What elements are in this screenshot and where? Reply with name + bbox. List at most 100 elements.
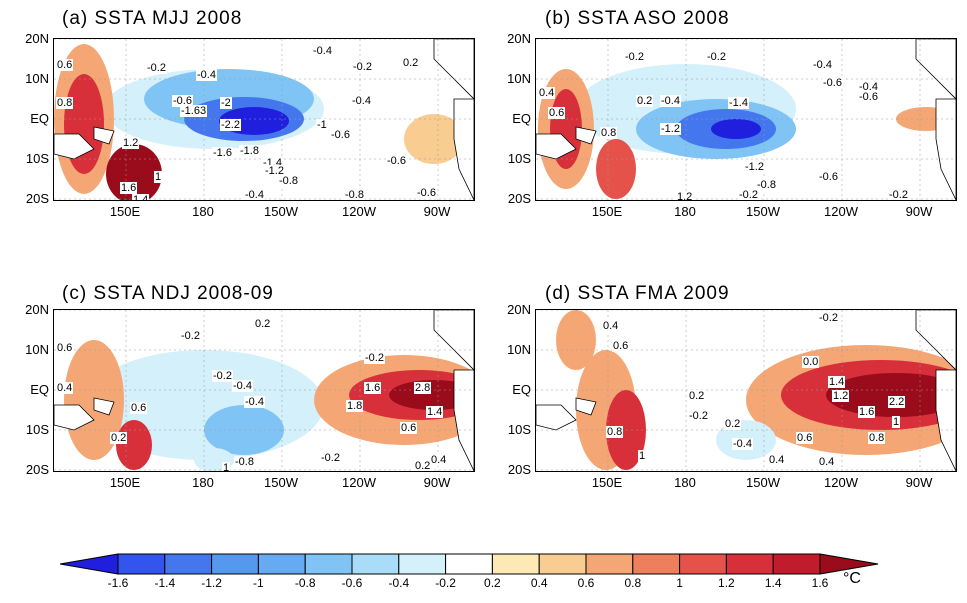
longitude-label: 90W (423, 475, 451, 490)
contour-label: -0.2 (706, 51, 727, 63)
land-mass (536, 404, 577, 431)
colorbar-tick-label: 0.2 (484, 576, 501, 590)
contour-label: 2.8 (414, 382, 432, 394)
panel-a-map: 0.6 0.8 1.2 1 1.6 1.4 -0.2 -0.4 -0.6 -1.63 -2 -2.2-… (53, 38, 475, 201)
contour-label: 0.8 (56, 97, 74, 109)
contour-label: -0.4 (812, 59, 833, 71)
contour-label: -0.2 (688, 410, 709, 422)
contour-label: -0.2 (146, 62, 167, 74)
latitude-label: 10N (507, 71, 531, 86)
contour-label: 0.2 (688, 390, 706, 402)
colorbar-tick-label: -1.4 (154, 576, 176, 590)
colorbar (60, 553, 879, 575)
contour-label: 0.2 (402, 57, 420, 69)
contour-label: -0.2 (212, 370, 233, 382)
contour-label: -0.4 (732, 438, 753, 450)
contour-label: 0.2 (110, 432, 128, 444)
latitude-label: 10N (507, 342, 531, 357)
land-mass (93, 126, 115, 145)
anomaly-region (861, 383, 951, 407)
contour-label: 0.4 (768, 454, 786, 466)
longitude-label: 150W (264, 204, 298, 219)
latitude-label: 20S (507, 462, 531, 477)
longitude-label: 180 (674, 204, 696, 219)
latitude-label: 10N (25, 342, 49, 357)
colorbar-tick-label: -1.6 (107, 576, 129, 590)
sst-anomaly-field (536, 39, 956, 200)
contour-label: -0.8 (278, 175, 299, 187)
contour-label: 0.4 (56, 382, 74, 394)
land-mass (915, 310, 956, 371)
contour-label: 1.8 (346, 400, 364, 412)
land-mass (575, 397, 597, 416)
colorbar-segment (211, 553, 259, 575)
contour-label: 0.6 (612, 340, 630, 352)
contour-label: -0.8 (756, 179, 777, 191)
longitude-label: 180 (192, 204, 214, 219)
contour-label: -0.4 (312, 45, 333, 57)
colorbar-segment (632, 553, 681, 575)
contour-label: -1.2 (660, 123, 681, 135)
contour-label: -1 (316, 119, 328, 131)
contour-label: 0.8 (600, 127, 618, 139)
colorbar-tick-label: -1.2 (201, 576, 222, 590)
longitude-label: 120W (342, 475, 376, 490)
panel-c-map: 0.6 0.4 0.2 0.6 1 -0.2 0.2 -0.2 -0.4 -0.2 -0.4 1.6 2… (53, 309, 475, 472)
latitude-label: EQ (512, 382, 531, 397)
longitude-label: 150E (591, 475, 623, 490)
land-mass (915, 39, 956, 100)
contour-label: 1 (638, 450, 647, 462)
contour-label: 0.6 (548, 107, 566, 119)
contour-label: 1.4 (132, 194, 150, 200)
contour-label: 1.2 (832, 390, 850, 402)
contour-label: -0.2 (888, 189, 909, 201)
colorbar-tick-label: -0.4 (388, 576, 410, 590)
contour-label: -2 (220, 97, 232, 109)
contour-label: -0.6 (818, 171, 839, 183)
colorbar-tick-label: -0.8 (294, 576, 316, 590)
colorbar-tick-label: 1.4 (764, 576, 782, 590)
contour-label: 0.6 (130, 402, 148, 414)
colorbar-segment (351, 553, 400, 575)
contour-label: 0.2 (636, 95, 654, 107)
contour-label: 0.0 (802, 356, 820, 368)
colorbar-tick-label: 0.6 (577, 576, 595, 590)
longitude-label: 150E (591, 204, 623, 219)
contour-label: -0.4 (244, 189, 265, 201)
latitude-label: 20S (25, 191, 49, 206)
contour-label: 0.8 (606, 426, 624, 438)
longitude-label: 120W (342, 204, 376, 219)
panel-a-title: (a) SSTA MJJ 2008 (62, 8, 243, 29)
contour-label: 0.6 (796, 432, 814, 444)
contour-label: -0.2 (738, 189, 759, 201)
contour-label: -0.4 (660, 95, 681, 107)
contour-label: 0.6 (400, 422, 418, 434)
land-mass (93, 397, 115, 416)
contour-label: 1.2 (676, 191, 694, 201)
land-mass (575, 126, 597, 145)
latitude-label: 20S (25, 462, 49, 477)
colorbar-segment (772, 553, 821, 575)
latitude-label: 10N (25, 71, 49, 86)
longitude-label: 150W (264, 475, 298, 490)
contour-label: -0.6 (822, 77, 843, 89)
colorbar-segment (491, 553, 540, 575)
contour-label: 0.4 (602, 320, 620, 332)
longitude-label: 180 (192, 475, 214, 490)
colorbar-tick-label: 1.6 (811, 576, 829, 590)
contour-label: -0.4 (196, 69, 217, 81)
longitude-label: 180 (674, 475, 696, 490)
latitude-label: 20N (25, 302, 49, 317)
longitude-label: 150W (746, 204, 780, 219)
contour-label: 1.6 (120, 182, 138, 194)
land-mass (935, 369, 956, 471)
sst-anomaly-field (54, 310, 474, 471)
contour-label: -0.2 (352, 61, 373, 73)
contour-label: 0.6 (56, 59, 74, 71)
land-mass (536, 133, 577, 160)
contour-label: -0.2 (180, 330, 201, 342)
land-mass (453, 369, 474, 471)
longitude-label: 120W (824, 204, 858, 219)
land-mass (54, 404, 95, 431)
land-mass (54, 133, 95, 160)
